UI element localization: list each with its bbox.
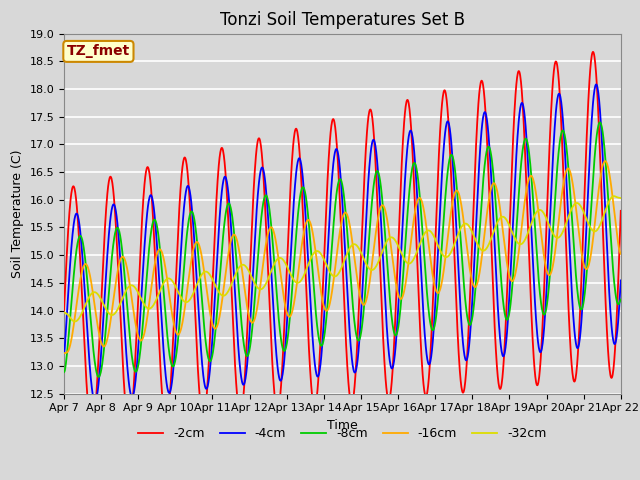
-32cm: [246, 272, 254, 277]
-4cm: [60, 350, 68, 356]
-2cm: [429, 293, 437, 299]
-32cm: [617, 195, 625, 201]
-32cm: [551, 234, 559, 240]
-16cm: [502, 250, 509, 255]
Line: -2cm: -2cm: [64, 52, 621, 430]
-16cm: [170, 323, 178, 329]
-16cm: [60, 350, 68, 356]
-2cm: [246, 253, 254, 259]
-32cm: [71, 319, 79, 324]
-4cm: [429, 334, 437, 340]
-2cm: [88, 427, 96, 432]
-16cm: [429, 273, 436, 278]
-8cm: [596, 120, 604, 125]
-2cm: [617, 208, 625, 214]
-32cm: [502, 216, 509, 222]
-16cm: [602, 158, 609, 164]
-2cm: [171, 303, 179, 309]
-4cm: [246, 314, 254, 320]
-4cm: [551, 120, 559, 126]
-32cm: [171, 282, 179, 288]
-8cm: [95, 374, 102, 380]
-4cm: [617, 277, 625, 283]
-4cm: [171, 349, 179, 355]
-16cm: [184, 283, 191, 288]
-2cm: [551, 60, 559, 66]
Legend: -2cm, -4cm, -8cm, -16cm, -32cm: -2cm, -4cm, -8cm, -16cm, -32cm: [133, 422, 552, 445]
-32cm: [610, 193, 618, 199]
-4cm: [91, 398, 99, 404]
X-axis label: Time: Time: [327, 419, 358, 432]
-32cm: [429, 232, 437, 238]
-8cm: [171, 360, 179, 366]
-4cm: [502, 342, 509, 348]
-8cm: [502, 315, 509, 321]
-16cm: [246, 317, 254, 323]
-2cm: [184, 177, 192, 183]
-8cm: [429, 327, 437, 333]
-8cm: [246, 341, 254, 347]
-2cm: [502, 317, 509, 323]
-2cm: [60, 308, 68, 313]
-8cm: [551, 196, 559, 202]
Title: Tonzi Soil Temperatures Set B: Tonzi Soil Temperatures Set B: [220, 11, 465, 29]
Line: -32cm: -32cm: [64, 196, 621, 322]
-4cm: [184, 183, 192, 189]
-8cm: [617, 297, 625, 302]
-16cm: [551, 252, 559, 258]
Text: TZ_fmet: TZ_fmet: [67, 44, 130, 59]
Line: -8cm: -8cm: [64, 122, 621, 377]
Line: -16cm: -16cm: [64, 161, 621, 353]
-2cm: [589, 49, 596, 55]
-16cm: [617, 251, 625, 257]
Line: -4cm: -4cm: [64, 84, 621, 401]
Y-axis label: Soil Temperature (C): Soil Temperature (C): [11, 149, 24, 278]
-8cm: [60, 369, 68, 375]
-8cm: [184, 221, 192, 227]
-32cm: [184, 299, 192, 304]
-4cm: [592, 82, 600, 87]
-32cm: [60, 310, 68, 315]
